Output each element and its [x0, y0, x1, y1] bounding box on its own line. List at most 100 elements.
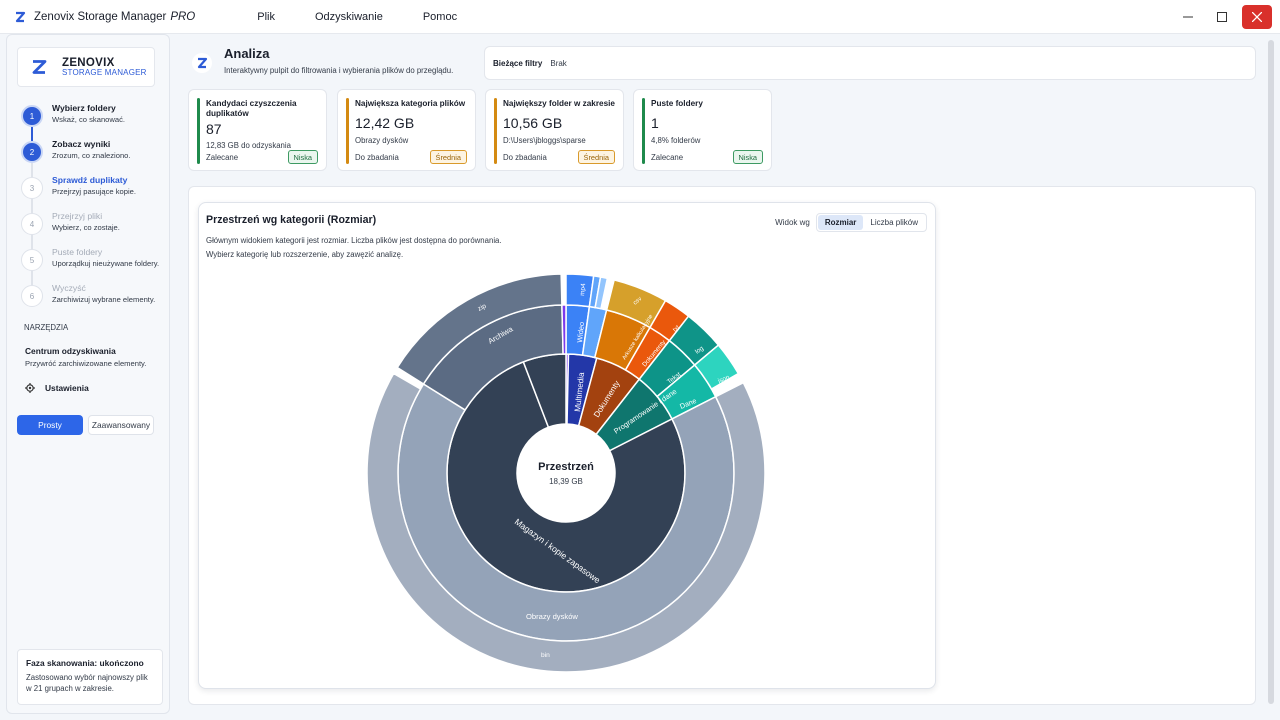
- step-number: 2: [21, 141, 43, 163]
- kpi-empty-folders-card[interactable]: Puste foldery 1 4,8% folderów Zalecane N…: [633, 89, 772, 171]
- brand-card: ZENOVIX STORAGE MANAGER: [17, 47, 155, 87]
- step-desc: Wskaż, co skanować.: [52, 115, 126, 124]
- brand-logo-icon: [32, 60, 47, 74]
- step-connector: [31, 163, 33, 177]
- filters-value: Brak: [550, 58, 567, 68]
- step-desc: Przejrzyj pasujące kopie.: [52, 187, 136, 196]
- kpi-title: Największa kategoria plików: [355, 99, 466, 108]
- step-title: Zobacz wyniki: [52, 139, 111, 149]
- gear-icon: [25, 383, 35, 393]
- priority-badge: Średnia: [577, 150, 615, 164]
- kpi-sub: 12,83 GB do odzyskania: [206, 141, 291, 150]
- step-select-folders[interactable]: 1 Wybierz foldery Wskaż, co skanować.: [21, 103, 165, 141]
- kpi-sub: 4,8% folderów: [651, 136, 701, 145]
- step-number: 1: [21, 105, 43, 127]
- step-number: 6: [21, 285, 43, 307]
- kpi-accent-bar: [346, 98, 349, 164]
- close-button[interactable]: [1242, 5, 1272, 29]
- step-review-files[interactable]: 4 Przejrzyj pliki Wybierz, co zostaje.: [21, 211, 165, 249]
- page-subtitle: Interaktywny pulpit do filtrowania i wyb…: [224, 66, 454, 75]
- step-see-results[interactable]: 2 Zobacz wyniki Zrozum, co znaleziono.: [21, 139, 165, 177]
- recovery-desc: Przywróć zarchiwizowane elementy.: [25, 359, 147, 368]
- recovery-center-link[interactable]: Centrum odzyskiwania Przywróć zarchiwizo…: [25, 346, 146, 368]
- chart-desc-2: Wybierz kategorię lub rozszerzenie, aby …: [206, 250, 404, 259]
- view-by-size-button[interactable]: Rozmiar: [817, 215, 864, 230]
- kpi-value: 1: [651, 115, 659, 131]
- sunburst-center[interactable]: [517, 424, 615, 522]
- kpi-foot: Zalecane: [651, 153, 684, 162]
- menu-bar: Plik Odzyskiwanie Pomoc: [237, 11, 477, 23]
- kpi-largest-category-card[interactable]: Największa kategoria plików 12,42 GB Obr…: [337, 89, 476, 171]
- kpi-sub: Obrazy dysków: [355, 136, 409, 145]
- step-title: Wyczyść: [52, 283, 86, 293]
- window-controls: [1174, 5, 1272, 29]
- app-badge: PRO: [170, 10, 196, 23]
- scan-status-desc: Zastosowano wybór najnowszy plik w 21 gr…: [26, 673, 148, 693]
- simple-mode-button[interactable]: Prosty: [17, 415, 83, 435]
- priority-badge: Średnia: [429, 150, 467, 164]
- step-title: Wybierz foldery: [52, 103, 116, 113]
- title-bar: Zenovix Storage Manager PRO Plik Odzyskiw…: [0, 0, 1280, 34]
- step-connector: [31, 199, 33, 213]
- minimize-button[interactable]: [1174, 5, 1202, 29]
- step-desc: Zarchiwizuj wybrane elementy.: [52, 295, 156, 304]
- menu-help[interactable]: Pomoc: [422, 10, 458, 23]
- view-by-count-button[interactable]: Liczba plików: [870, 218, 918, 227]
- kpi-accent-bar: [494, 98, 497, 164]
- app-title: Zenovix Storage Manager PRO: [34, 10, 196, 23]
- view-segmented-control: Rozmiar Liczba plików: [815, 213, 927, 232]
- step-title: Przejrzyj pliki: [52, 211, 103, 221]
- kpi-foot: Do zbadania: [503, 153, 547, 162]
- kpi-title: Kandydaci czyszczenia duplikatów: [206, 99, 297, 119]
- maximize-button[interactable]: [1208, 5, 1236, 29]
- kpi-value: 10,56 GB: [503, 115, 563, 131]
- wizard-steps: 1 Wybierz foldery Wskaż, co skanować. 2 Z…: [21, 103, 165, 319]
- page-title: Analiza: [224, 46, 270, 61]
- minimize-icon: [1183, 16, 1193, 18]
- filters-label: Bieżące filtry: [493, 58, 543, 68]
- kpi-accent-bar: [197, 98, 200, 164]
- brand-name: ZENOVIX: [62, 56, 115, 69]
- step-clean[interactable]: 6 Wyczyść Zarchiwizuj wybrane elementy.: [21, 283, 165, 319]
- chart-desc-1: Głównym widokiem kategorii jest rozmiar.…: [206, 236, 502, 245]
- step-connector: [31, 271, 33, 285]
- kpi-foot: Do zbadania: [355, 153, 399, 162]
- step-number: 3: [21, 177, 43, 199]
- view-toggle: Widok wg Rozmiar Liczba plików: [775, 213, 927, 232]
- kpi-value: 87: [206, 121, 222, 137]
- step-empty-folders[interactable]: 5 Puste foldery Uporządkuj nieużywane fol…: [21, 247, 165, 285]
- kpi-title: Największy folder w zakresie: [503, 99, 615, 108]
- step-desc: Wybierz, co zostaje.: [52, 223, 120, 232]
- settings-link[interactable]: Ustawienia: [25, 383, 89, 393]
- analysis-logo-icon: [192, 53, 212, 73]
- scan-status-card: Faza skanowania: ukończono Zastosowano w…: [17, 649, 163, 705]
- kpi-foot: Zalecane: [206, 153, 239, 162]
- maximize-icon: [1217, 12, 1227, 22]
- step-title: Puste foldery: [52, 247, 103, 257]
- chart-title: Przestrzeń wg kategorii (Rozmiar): [206, 214, 377, 226]
- step-connector: [31, 127, 33, 141]
- menu-file[interactable]: Plik: [257, 10, 275, 23]
- step-number: 4: [21, 213, 43, 235]
- tools-header: NARZĘDZIA: [24, 323, 69, 332]
- kpi-largest-folder-card[interactable]: Największy folder w zakresie 10,56 GB D:…: [485, 89, 624, 171]
- step-check-duplicates[interactable]: 3 Sprawdź duplikaty Przejrzyj pasujące ko…: [21, 175, 165, 213]
- step-desc: Zrozum, co znaleziono.: [52, 151, 131, 160]
- brand-subtitle: STORAGE MANAGER: [62, 67, 147, 77]
- vertical-scrollbar[interactable]: [1268, 40, 1274, 704]
- recovery-title: Centrum odzyskiwania: [25, 346, 116, 356]
- close-icon: [1252, 12, 1262, 22]
- advanced-mode-button[interactable]: Zaawansowany: [88, 415, 154, 435]
- kpi-duplicates-card[interactable]: Kandydaci czyszczenia duplikatów 87 12,8…: [188, 89, 327, 171]
- priority-badge: Niska: [732, 150, 763, 164]
- kpi-accent-bar: [642, 98, 645, 164]
- kpi-value: 12,42 GB: [355, 115, 415, 131]
- settings-label: Ustawienia: [45, 383, 89, 393]
- step-connector: [31, 235, 33, 249]
- kpi-sub: D:\Users\jbloggs\sparse: [503, 136, 586, 145]
- mode-switch: Prosty Zaawansowany: [17, 415, 154, 435]
- step-desc: Uporządkuj nieużywane foldery.: [52, 259, 160, 268]
- current-filters-bar[interactable]: Bieżące filtry Brak: [484, 46, 1256, 80]
- step-title: Sprawdź duplikaty: [52, 175, 128, 185]
- menu-recovery[interactable]: Odzyskiwanie: [314, 10, 383, 23]
